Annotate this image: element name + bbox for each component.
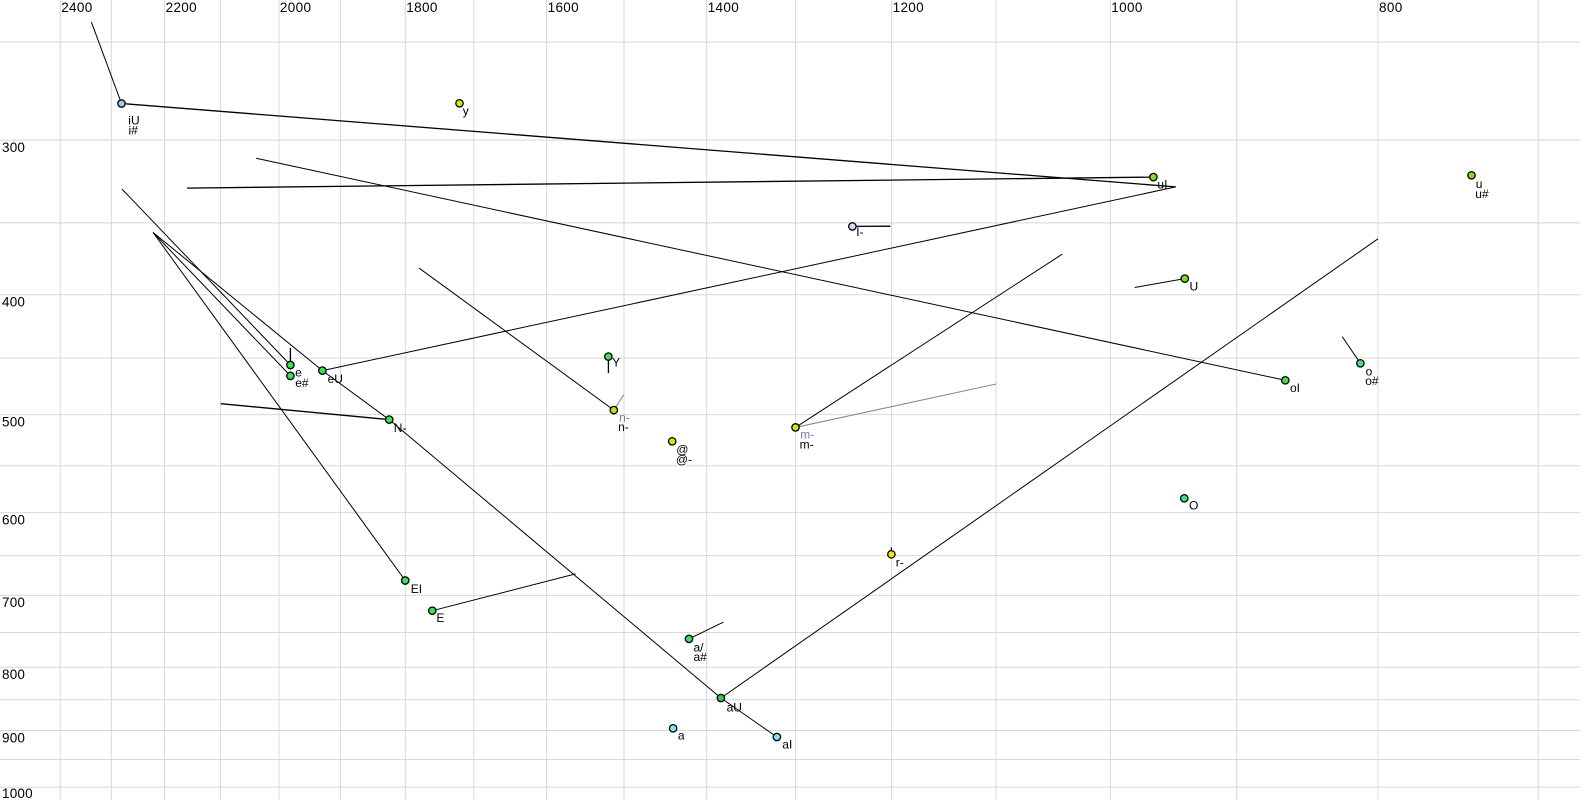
svg-text:iU: iU (128, 113, 139, 127)
svg-text:m-: m- (800, 437, 814, 451)
svg-text:U: U (1190, 280, 1199, 294)
svg-text:600: 600 (2, 512, 25, 527)
svg-text:1000: 1000 (1111, 0, 1142, 15)
svg-text:u: u (1476, 177, 1483, 191)
svg-text:EI: EI (411, 582, 422, 596)
svg-text:800: 800 (2, 667, 25, 682)
svg-text:1600: 1600 (548, 0, 579, 15)
svg-text:a/: a/ (694, 641, 705, 655)
svg-text:u#: u# (1475, 187, 1489, 201)
svg-text:I-: I- (856, 225, 863, 239)
svg-text:1400: 1400 (708, 0, 739, 15)
svg-text:500: 500 (2, 414, 25, 429)
svg-text:e: e (295, 366, 302, 380)
svg-text:Y: Y (612, 356, 620, 370)
svg-text:300: 300 (2, 140, 25, 155)
svg-text:1800: 1800 (406, 0, 437, 15)
svg-text:a: a (678, 729, 685, 743)
svg-text:@: @ (676, 443, 688, 457)
svg-text:i#: i# (129, 123, 139, 137)
svg-text:m-: m- (800, 428, 814, 442)
svg-text:o#: o# (1365, 374, 1379, 388)
svg-text:2000: 2000 (280, 0, 311, 15)
svg-text:1200: 1200 (893, 0, 924, 15)
svg-text:n-: n- (619, 411, 630, 425)
svg-text:1000: 1000 (2, 786, 33, 800)
svg-text:400: 400 (2, 295, 25, 310)
svg-text:2200: 2200 (166, 0, 197, 15)
svg-text:aU: aU (727, 700, 742, 714)
svg-text:2400: 2400 (61, 0, 92, 15)
svg-text:o: o (1366, 365, 1373, 379)
svg-text:eU: eU (328, 372, 343, 386)
svg-text:n-: n- (618, 420, 629, 434)
svg-text:y: y (463, 104, 469, 118)
svg-text:800: 800 (1379, 0, 1403, 15)
svg-text:e#: e# (295, 376, 309, 390)
svg-text:N-: N- (394, 421, 407, 435)
svg-text:E: E (436, 611, 444, 625)
svg-text:@-: @- (676, 452, 692, 466)
svg-text:700: 700 (2, 595, 25, 610)
svg-text:r-: r- (896, 556, 904, 570)
svg-text:900: 900 (2, 730, 25, 745)
svg-text:oI: oI (1290, 381, 1300, 395)
svg-text:aI: aI (782, 738, 792, 752)
svg-text:a#: a# (694, 650, 708, 664)
svg-text:O: O (1189, 499, 1198, 513)
svg-text:uI: uI (1157, 177, 1167, 191)
